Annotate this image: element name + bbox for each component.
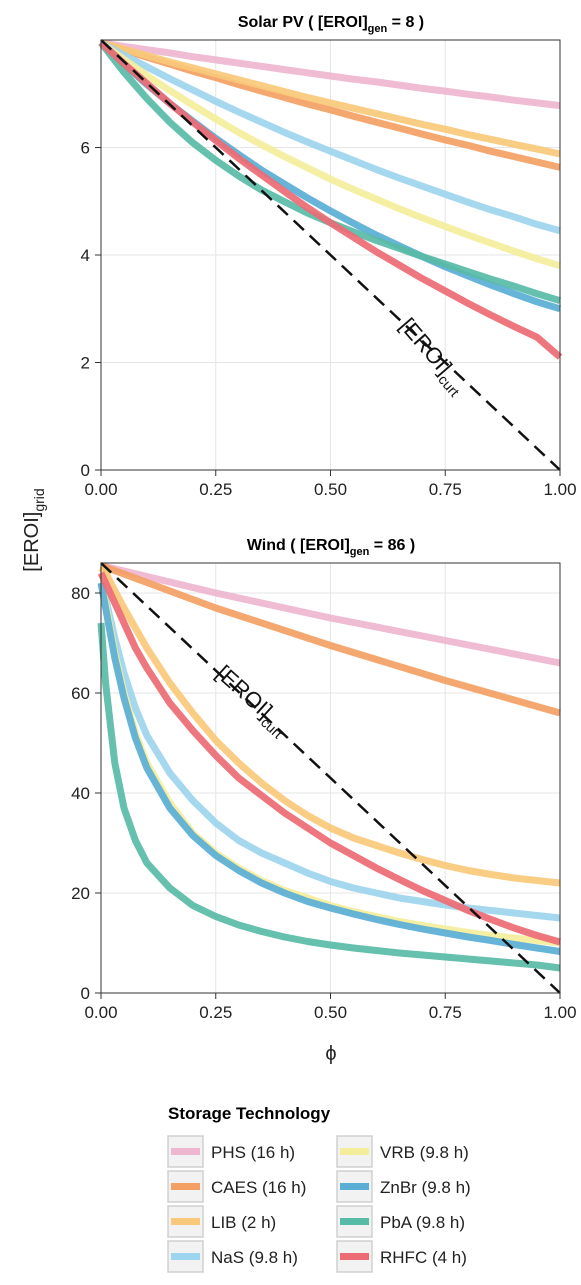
legend: Storage Technology PHS (16 h) CAES (16 h)… [167, 1104, 471, 1273]
legend-item-vrb: VRB (9.8 h) [336, 1135, 469, 1168]
curtailment-label-wind: [EROI]curt [209, 660, 295, 741]
ticks-solar-pv: 0.00 0.25 0.50 0.75 1.00 0 2 4 6 [81, 139, 577, 500]
x-tick-label: 0.25 [199, 480, 232, 499]
legend-label: PbA (9.8 h) [380, 1213, 465, 1232]
y-tick-label: 0 [81, 461, 90, 480]
y-tick-label: 6 [81, 139, 90, 158]
legend-label: PHS (16 h) [211, 1143, 295, 1162]
series-line-znbr [97, 582, 561, 955]
legend-item-lib: LIB (2 h) [167, 1205, 276, 1238]
curtailment-line [100, 39, 561, 471]
series-line-lib [100, 39, 561, 158]
curtailment-line [100, 562, 561, 994]
y-tick-label: 20 [71, 884, 90, 903]
x-tick-label: 0.00 [84, 1003, 117, 1022]
y-tick-label: 40 [71, 784, 90, 803]
x-tick-label: 0.50 [314, 1003, 347, 1022]
series-line-caes [99, 562, 561, 717]
legend-item-nas: NaS (9.8 h) [167, 1240, 298, 1273]
series-line-vrb [98, 39, 562, 270]
y-tick-label: 2 [81, 354, 90, 373]
x-tick-label: 0.00 [84, 480, 117, 499]
legend-item-rhfc: RHFC (4 h) [336, 1240, 467, 1273]
legend-label: ZnBr (9.8 h) [380, 1178, 471, 1197]
legend-item-phs: PHS (16 h) [167, 1135, 295, 1168]
panel-title-wind: Wind ( [EROI]gen = 86 ) [247, 537, 415, 558]
x-tick-label: 1.00 [543, 480, 576, 499]
curtailment-line-solar-pv [100, 39, 561, 471]
ticks-wind: 0.00 0.25 0.50 0.75 1.00 0 20 40 60 80 [71, 584, 576, 1022]
series-line-pba [97, 622, 561, 972]
curtailment-label-solar-pv: [EROI]curt [392, 313, 473, 400]
legend-title: Storage Technology [168, 1104, 331, 1123]
series-line-phs [100, 39, 561, 110]
series-line-rhfc [98, 40, 563, 360]
y-tick-label: 0 [81, 984, 90, 1003]
series-line-nas [99, 39, 561, 235]
x-tick-label: 0.25 [199, 1003, 232, 1022]
legend-label: NaS (9.8 h) [211, 1248, 298, 1267]
legend-item-pba: PbA (9.8 h) [336, 1205, 465, 1238]
y-axis-title: [EROI]grid [21, 488, 47, 571]
x-tick-label: 0.75 [429, 480, 462, 499]
panel-solar-pv: Solar PV ( [EROI]gen = 8 ) 0.00 0.25 0.50 0… [81, 14, 577, 499]
legend-item-caes: CAES (16 h) [167, 1170, 306, 1203]
legend-label: RHFC (4 h) [380, 1248, 467, 1267]
curtailment-line-wind [100, 562, 561, 994]
series-group-wind [97, 562, 561, 972]
y-tick-label: 80 [71, 584, 90, 603]
series-group-solar-pv [98, 39, 563, 360]
x-axis-title: ϕ [325, 1043, 336, 1065]
series-line-phs [100, 562, 561, 667]
legend-item-znbr: ZnBr (9.8 h) [336, 1170, 471, 1203]
panel-wind: Wind ( [EROI]gen = 86 ) 0.00 0.25 0.50 0.75… [71, 537, 576, 1022]
y-tick-label: 4 [81, 246, 90, 265]
y-tick-label: 60 [71, 684, 90, 703]
x-tick-label: 1.00 [543, 1003, 576, 1022]
series-line-lib [98, 565, 561, 887]
legend-label: LIB (2 h) [211, 1213, 276, 1232]
panel-title-solar-pv: Solar PV ( [EROI]gen = 8 ) [238, 14, 424, 35]
x-tick-label: 0.50 [314, 480, 347, 499]
x-tick-label: 0.75 [429, 1003, 462, 1022]
legend-label: VRB (9.8 h) [380, 1143, 469, 1162]
legend-label: CAES (16 h) [211, 1178, 306, 1197]
